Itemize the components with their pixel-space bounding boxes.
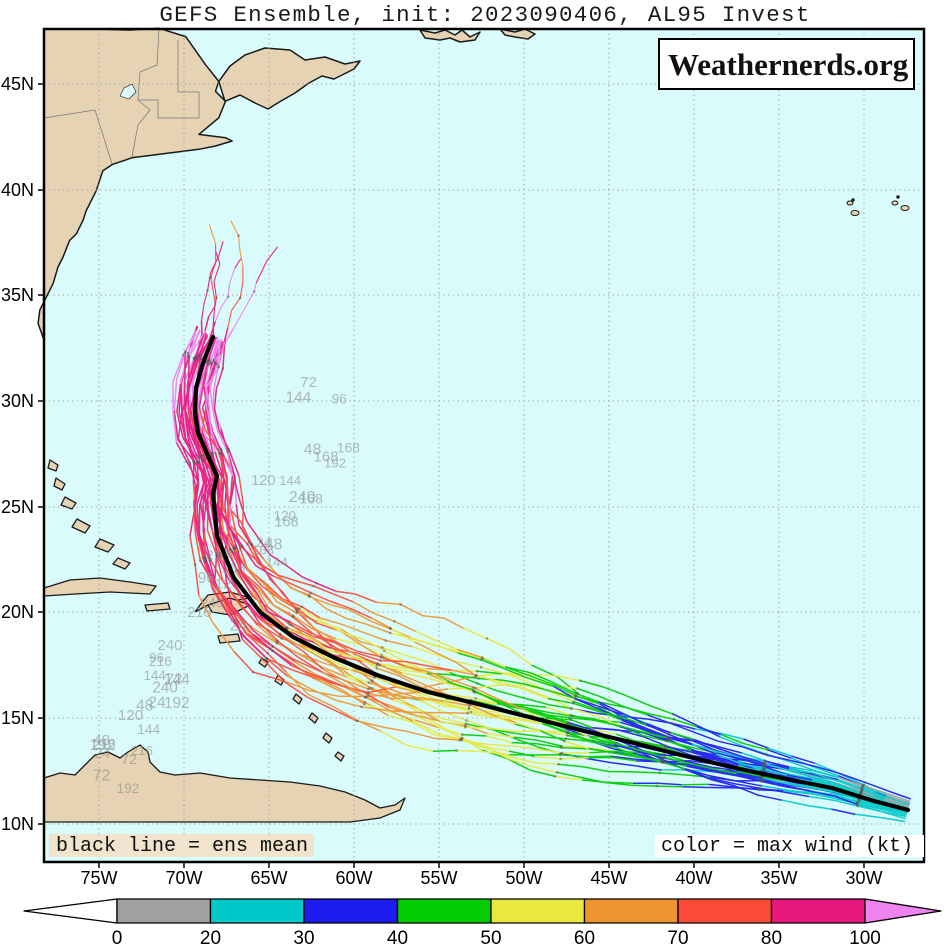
svg-text:144: 144 bbox=[286, 389, 312, 406]
svg-text:120: 120 bbox=[274, 508, 296, 523]
svg-text:30: 30 bbox=[293, 928, 314, 949]
svg-text:100: 100 bbox=[849, 928, 881, 949]
svg-text:50W: 50W bbox=[505, 868, 542, 888]
svg-text:40W: 40W bbox=[675, 868, 712, 888]
svg-text:color = max wind (kt): color = max wind (kt) bbox=[661, 835, 913, 858]
svg-text:24: 24 bbox=[148, 695, 166, 712]
svg-text:20: 20 bbox=[200, 928, 221, 949]
svg-text:60: 60 bbox=[574, 928, 595, 949]
svg-text:black line = ens mean: black line = ens mean bbox=[56, 835, 308, 858]
svg-text:GEFS Ensemble, init: 202309040: GEFS Ensemble, init: 2023090406, AL95 In… bbox=[159, 2, 810, 28]
svg-text:240: 240 bbox=[289, 489, 316, 506]
svg-text:65W: 65W bbox=[250, 868, 287, 888]
svg-text:Weathernerds.org: Weathernerds.org bbox=[668, 47, 909, 82]
svg-text:50: 50 bbox=[480, 928, 501, 949]
svg-text:192: 192 bbox=[164, 695, 190, 712]
svg-text:70W: 70W bbox=[165, 868, 202, 888]
svg-text:80: 80 bbox=[761, 928, 782, 949]
svg-text:96: 96 bbox=[332, 392, 347, 407]
svg-text:25N: 25N bbox=[1, 497, 34, 517]
svg-text:144: 144 bbox=[279, 473, 301, 488]
svg-text:35W: 35W bbox=[760, 868, 797, 888]
svg-text:48: 48 bbox=[93, 732, 110, 749]
svg-text:96: 96 bbox=[149, 650, 164, 665]
svg-text:55W: 55W bbox=[420, 868, 457, 888]
svg-text:60W: 60W bbox=[335, 868, 372, 888]
svg-text:30N: 30N bbox=[1, 391, 34, 411]
svg-text:24: 24 bbox=[256, 534, 272, 550]
svg-text:0: 0 bbox=[112, 928, 123, 949]
svg-text:30W: 30W bbox=[845, 868, 882, 888]
svg-text:192: 192 bbox=[117, 781, 140, 796]
svg-text:96: 96 bbox=[198, 570, 215, 587]
svg-text:40: 40 bbox=[387, 928, 408, 949]
svg-text:10N: 10N bbox=[1, 814, 34, 834]
svg-text:72: 72 bbox=[93, 767, 111, 784]
svg-text:168: 168 bbox=[337, 440, 360, 456]
svg-text:75W: 75W bbox=[80, 868, 117, 888]
svg-text:120: 120 bbox=[118, 707, 143, 724]
svg-text:45N: 45N bbox=[1, 74, 34, 94]
svg-text:35N: 35N bbox=[1, 285, 34, 305]
svg-text:45W: 45W bbox=[590, 868, 627, 888]
svg-text:20N: 20N bbox=[1, 602, 34, 622]
svg-text:120: 120 bbox=[251, 473, 276, 489]
svg-text:24: 24 bbox=[230, 618, 248, 635]
svg-text:216: 216 bbox=[131, 743, 153, 758]
svg-text:144: 144 bbox=[266, 555, 288, 570]
svg-text:70: 70 bbox=[667, 928, 688, 949]
svg-text:216: 216 bbox=[187, 605, 212, 621]
svg-text:40N: 40N bbox=[1, 180, 34, 200]
svg-text:168: 168 bbox=[314, 450, 339, 466]
svg-text:15N: 15N bbox=[1, 708, 34, 728]
